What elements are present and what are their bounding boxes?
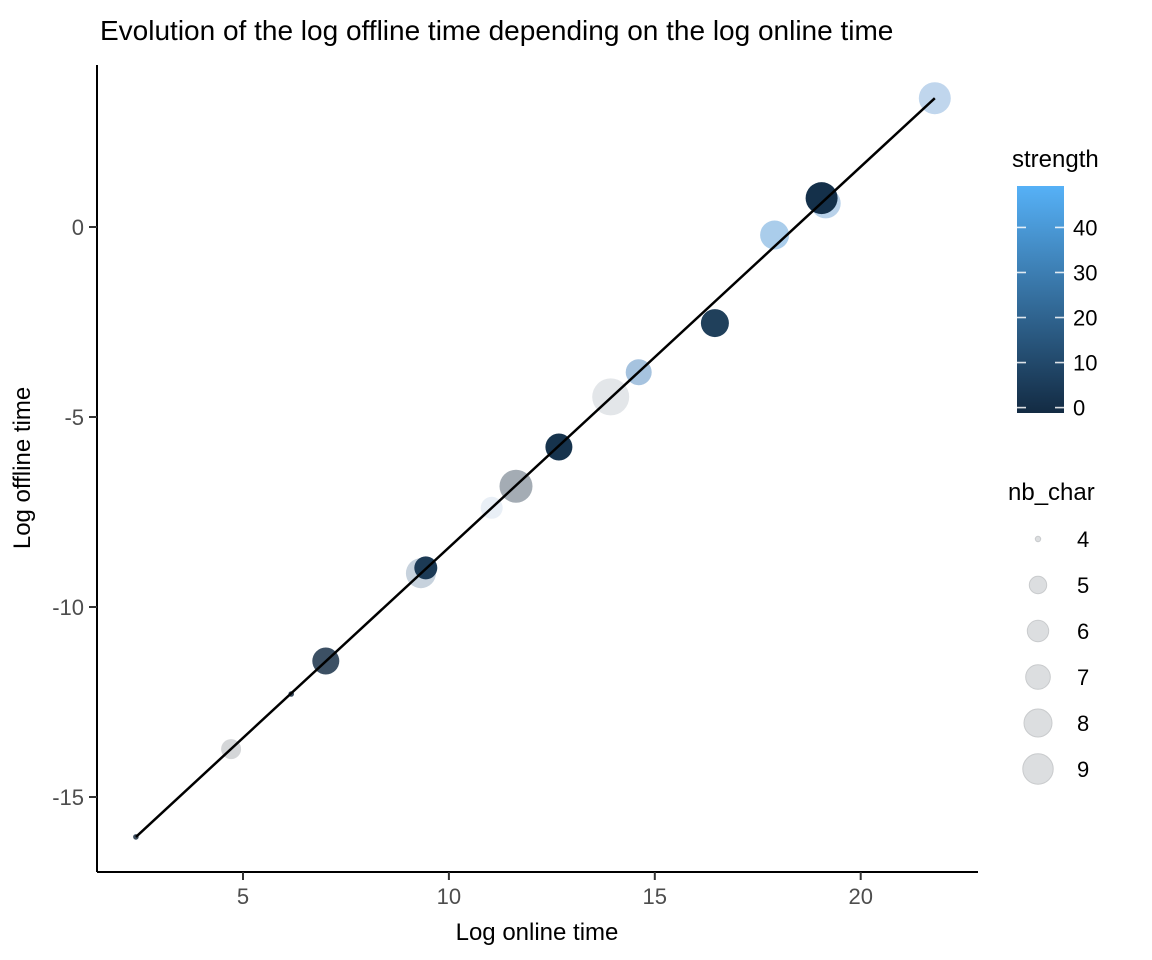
y-tick-label: -10 bbox=[52, 595, 84, 620]
strength-legend-title: strength bbox=[1012, 146, 1099, 173]
nbchar-legend-label: 5 bbox=[1077, 573, 1089, 598]
strength-colorbar bbox=[1017, 186, 1064, 413]
colorbar-tick-label: 20 bbox=[1073, 306, 1097, 331]
colorbar-tick-label: 30 bbox=[1073, 260, 1097, 285]
nbchar-legend-key bbox=[1034, 535, 1042, 543]
nbchar-legend-key bbox=[1023, 708, 1053, 738]
nbchar-legend-label: 4 bbox=[1077, 527, 1089, 552]
chart-title: Evolution of the log offline time depend… bbox=[100, 15, 893, 46]
nbchar-legend-entries: 4 5 6 7 8 9 bbox=[1022, 527, 1089, 785]
y-axis-title: Log offline time bbox=[9, 387, 36, 549]
x-axis-title: Log online time bbox=[456, 919, 619, 946]
nbchar-legend-label: 7 bbox=[1077, 665, 1089, 690]
nbchar-legend-label: 8 bbox=[1077, 711, 1089, 736]
y-tick-label: -15 bbox=[52, 785, 84, 810]
nbchar-legend-key bbox=[1026, 619, 1050, 643]
data-point bbox=[760, 220, 790, 250]
x-tick-label: 10 bbox=[437, 884, 461, 909]
nbchar-legend-key bbox=[1025, 664, 1051, 690]
x-tick-label: 20 bbox=[848, 884, 872, 909]
data-point bbox=[805, 182, 838, 215]
colorbar-tick-label: 0 bbox=[1073, 396, 1085, 421]
nbchar-legend-key bbox=[1022, 753, 1054, 785]
trend-line bbox=[135, 97, 936, 838]
x-tick-label: 15 bbox=[643, 884, 667, 909]
data-point bbox=[700, 309, 729, 338]
y-tick-label: 0 bbox=[72, 215, 84, 240]
x-axis-ticks: 5 10 15 20 bbox=[237, 872, 873, 909]
x-tick-label: 5 bbox=[237, 884, 249, 909]
y-tick-label: -5 bbox=[64, 405, 84, 430]
nbchar-legend-label: 9 bbox=[1077, 757, 1089, 782]
strength-colorbar-ticks: 40 30 20 10 0 bbox=[1017, 215, 1097, 421]
nbchar-legend-key bbox=[1028, 575, 1048, 595]
colorbar-tick-label: 40 bbox=[1073, 215, 1097, 240]
nbchar-legend-label: 6 bbox=[1077, 619, 1089, 644]
y-axis-ticks: 0 -5 -10 -15 bbox=[52, 215, 97, 810]
colorbar-tick-label: 10 bbox=[1073, 351, 1097, 376]
nbchar-legend-title: nb_char bbox=[1008, 479, 1095, 506]
